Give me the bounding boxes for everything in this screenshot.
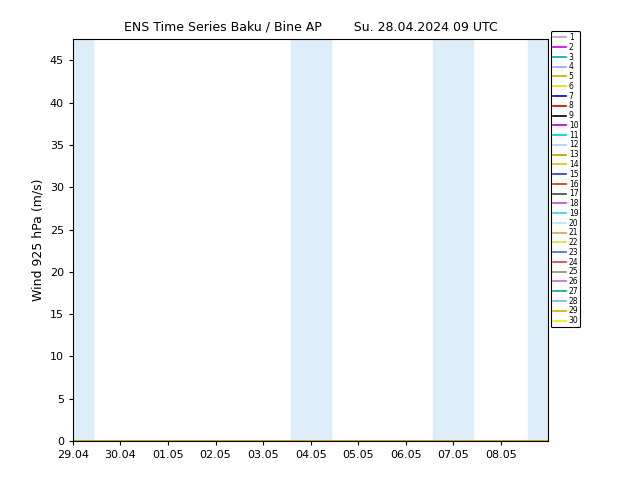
Legend: 1, 2, 3, 4, 5, 6, 7, 8, 9, 10, 11, 12, 13, 14, 15, 16, 17, 18, 19, 20, 21, 22, 2: 1, 2, 3, 4, 5, 6, 7, 8, 9, 10, 11, 12, 1… [551, 31, 580, 327]
Bar [434, 39, 473, 441]
Bar [290, 39, 331, 441]
Bar [73, 39, 93, 441]
Y-axis label: Wind 925 hPa (m/s): Wind 925 hPa (m/s) [31, 179, 44, 301]
Title: ENS Time Series Baku / Bine AP        Su. 28.04.2024 09 UTC: ENS Time Series Baku / Bine AP Su. 28.04… [124, 21, 498, 34]
Bar [529, 39, 548, 441]
